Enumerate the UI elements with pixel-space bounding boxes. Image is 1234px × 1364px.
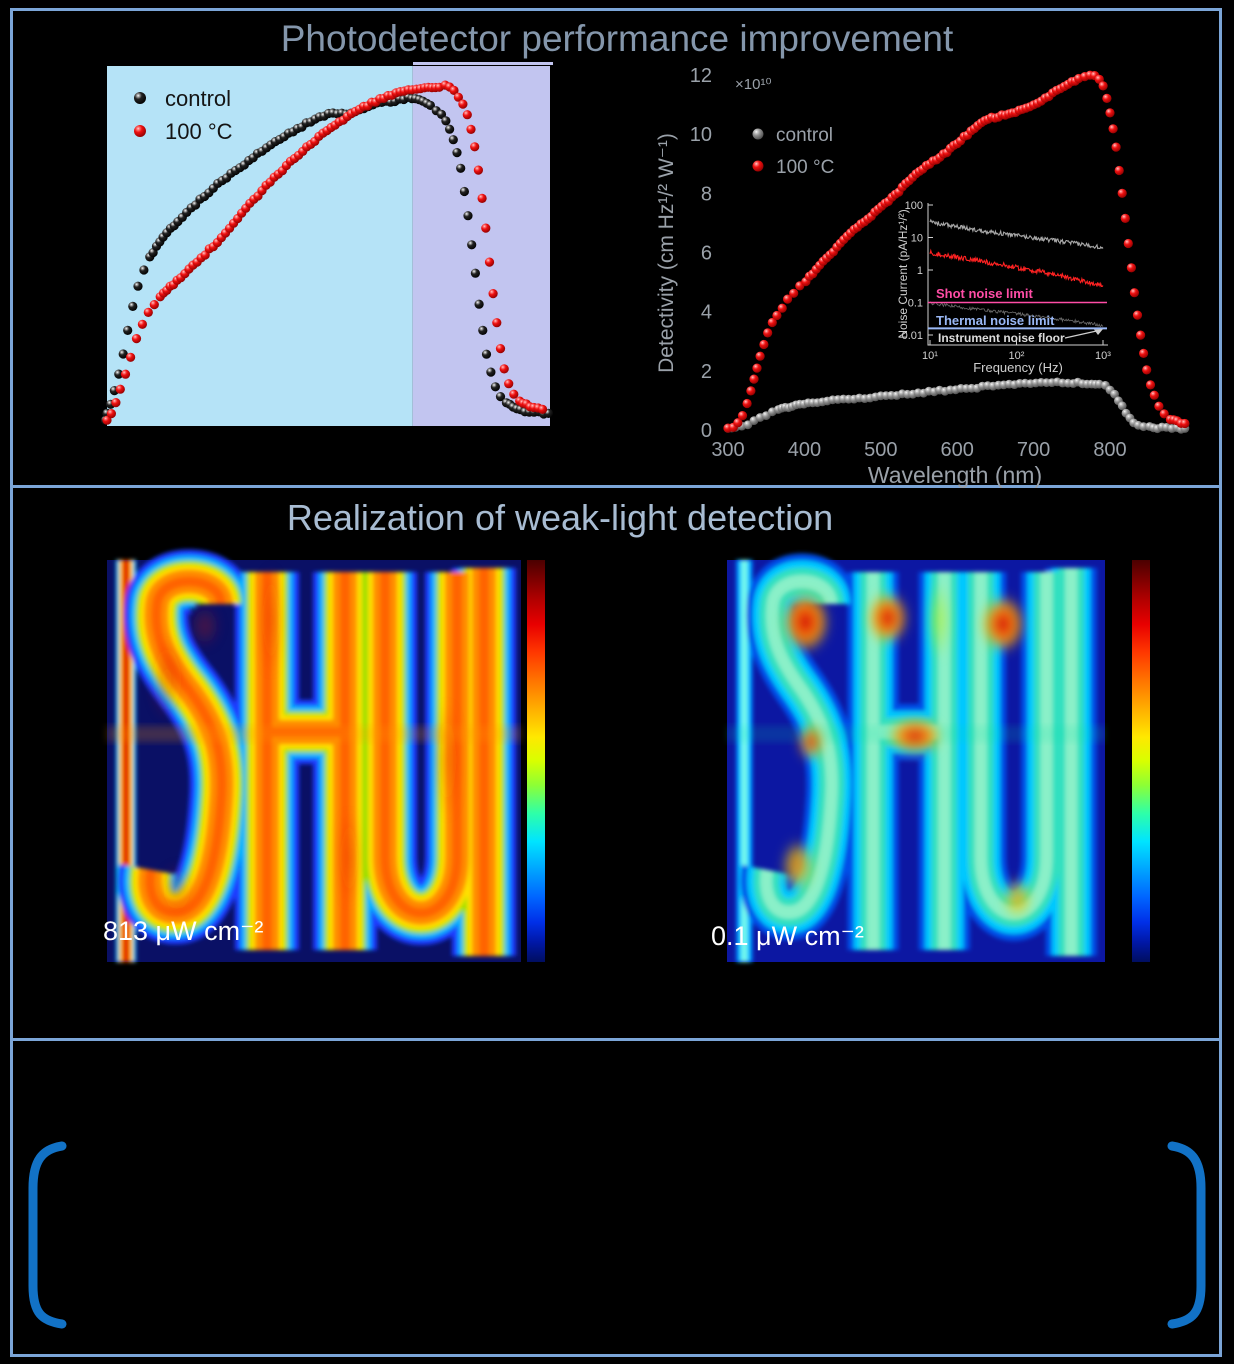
series-100C <box>723 70 1190 433</box>
y-axis-multiplier: ×10¹⁰ <box>735 76 771 93</box>
inset-xtick: 10³ <box>1095 350 1111 362</box>
inset-ytick: 0.1 <box>908 298 923 310</box>
hotspot <box>887 718 943 754</box>
series-100C <box>102 80 548 425</box>
inset-control-trace <box>929 218 1104 250</box>
inset-x-label: Frequency (Hz) <box>973 360 1063 375</box>
hotspot <box>867 592 908 644</box>
ref-label-0: Shot noise limit <box>936 286 1033 301</box>
xtick: 400 <box>788 439 821 461</box>
left-bracket <box>28 1141 67 1329</box>
section-divider-bottom <box>10 1038 1222 1041</box>
heatmap-content <box>107 549 521 962</box>
inset-xtick: 10² <box>1009 350 1025 362</box>
xtick: 600 <box>941 439 974 461</box>
hotspot <box>161 864 193 916</box>
hotspot <box>151 640 183 720</box>
legend-label-100C: 100 °C <box>776 157 834 178</box>
lavender-underline <box>413 62 553 65</box>
section-title-performance: Photodetector performance improvement <box>280 18 954 59</box>
ytick: 8 <box>701 183 712 205</box>
ytick: 2 <box>701 361 712 383</box>
heatmap-right-intensity-label: 0.1 μW cm⁻² <box>711 921 864 951</box>
inset-y-label: Noise Current (pA/Hz¹/²) <box>896 209 910 338</box>
hotspot <box>1002 878 1032 918</box>
hotspot <box>980 596 1025 652</box>
inset-xtick: 10¹ <box>922 350 938 362</box>
ytick: 4 <box>701 302 712 324</box>
heatmap-letters <box>116 549 516 962</box>
section-title-weak-light: Realization of weak-light detection <box>286 497 834 538</box>
annotation-arrowhead <box>1094 329 1103 335</box>
hotspot <box>191 604 219 648</box>
xtick: 500 <box>864 439 897 461</box>
legend-dot-100C <box>134 125 146 137</box>
right-bracket <box>1167 1141 1206 1329</box>
legend-dot-control <box>134 92 146 104</box>
figure-outer-border <box>10 8 1222 1357</box>
detectivity-chart: 0 2 4 6 8 10 12 ×10¹⁰ 300 400 500 600 700 800 Waveleng… <box>655 65 1190 488</box>
hotspot <box>261 564 281 676</box>
det-legend: control 100 °C <box>752 125 834 178</box>
inset-ytick: 10 <box>911 233 923 245</box>
xtick: 300 <box>711 439 744 461</box>
inset-axes <box>927 203 1108 346</box>
hotspot <box>798 724 824 760</box>
heatmap-0p1uW <box>727 553 1105 962</box>
ytick: 6 <box>701 243 712 265</box>
legend-label-control: control <box>165 86 231 111</box>
legend-label-100C: 100 °C <box>165 119 233 144</box>
eqe-legend: control 100 °C <box>134 86 233 144</box>
annotation-arrow <box>1064 329 1102 339</box>
y-axis-label: Detectivity (cm Hz¹/² W⁻¹) <box>655 133 678 373</box>
legend-dot-control <box>752 128 764 140</box>
heatmap-hotspots <box>781 580 1032 918</box>
hotspot <box>781 592 830 652</box>
series-control <box>723 377 1190 434</box>
inset-ytick: 1 <box>917 265 923 277</box>
heatmap-content <box>727 553 1105 962</box>
inset-floor-trace <box>929 301 1104 327</box>
hotspot <box>339 810 359 906</box>
eqe-scatter-chart: control 100 °C <box>100 62 554 426</box>
xtick: 700 <box>1017 439 1050 461</box>
plot-band-1 <box>412 66 550 426</box>
ytick: 10 <box>690 124 712 146</box>
heatmap-left-intensity-label: 813 μW cm⁻² <box>103 916 264 946</box>
ytick: 12 <box>690 65 712 87</box>
scan-streak <box>107 726 521 742</box>
instrument-noise-annotation: Instrument noise floor <box>938 331 1065 345</box>
xtick: 800 <box>1093 439 1126 461</box>
legend-label-control: control <box>776 125 833 146</box>
inset-ytick: 0.01 <box>902 330 923 342</box>
heatmap-813uW <box>107 549 521 962</box>
inset-100C-trace <box>929 248 1104 288</box>
section-divider-top <box>10 485 1222 488</box>
colorbar-right <box>1132 560 1150 962</box>
heatmap-hotspots <box>151 564 459 916</box>
ytick: 0 <box>701 420 712 442</box>
x-axis-label: Wavelength (nm) <box>868 462 1042 488</box>
hotspot <box>926 580 952 660</box>
legend-dot-100C <box>752 160 764 172</box>
colorbar-left <box>527 560 545 962</box>
hotspot <box>781 840 815 892</box>
hotspot <box>435 700 459 820</box>
noise-inset: 100 10 1 0.1 0.01 10¹ 10² 10³ Frequency (Hz) Nois… <box>896 200 1111 375</box>
inset-ytick: 100 <box>905 200 923 212</box>
ref-label-1: Thermal noise limit <box>936 313 1055 328</box>
